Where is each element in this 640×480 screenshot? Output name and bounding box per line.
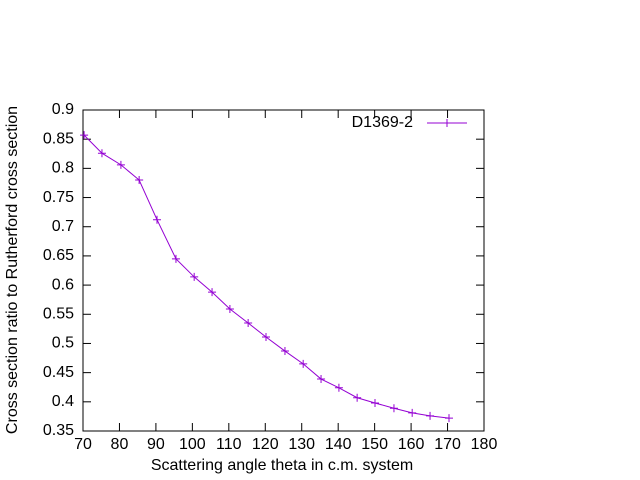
x-tick-label: 70	[74, 436, 92, 453]
x-tick-label: 110	[216, 436, 242, 453]
data-point	[135, 176, 144, 185]
data-point	[445, 414, 454, 423]
data-point	[116, 160, 125, 169]
x-tick-label: 80	[111, 436, 129, 453]
plot-border	[82, 109, 485, 432]
x-tick-label: 130	[288, 436, 315, 453]
data-point	[280, 347, 289, 356]
x-tick-label: 160	[398, 436, 425, 453]
data-point	[426, 411, 435, 420]
y-tick-label: 0.8	[52, 160, 74, 177]
data-point	[190, 272, 199, 281]
data-point	[153, 215, 162, 224]
y-tick-label: 0.75	[43, 189, 74, 206]
x-tick-label: 100	[179, 436, 206, 453]
data-point	[389, 404, 398, 413]
data-point	[171, 254, 180, 263]
x-tick-label: 170	[434, 436, 461, 453]
data-point	[353, 393, 362, 402]
x-tick-label: 140	[325, 436, 352, 453]
data-point	[244, 319, 253, 328]
x-tick-label: 150	[361, 436, 388, 453]
y-axis-label: Cross section ratio to Rutherford cross …	[4, 106, 21, 434]
data-point	[334, 383, 343, 392]
x-tick-label: 90	[147, 436, 165, 453]
y-tick-label: 0.6	[52, 276, 74, 293]
y-tick-label: 0.9	[52, 101, 74, 118]
legend-marker	[443, 119, 451, 127]
data-point	[208, 288, 217, 297]
data-point	[97, 149, 106, 158]
y-tick-label: 0.5	[52, 335, 74, 352]
y-tick-label: 0.85	[43, 130, 74, 147]
y-tick-label: 0.4	[52, 393, 74, 410]
legend-label: D1369-2	[352, 114, 413, 131]
data-point	[225, 305, 234, 314]
y-tick-label: 0.35	[43, 422, 74, 439]
x-tick-label: 120	[252, 436, 279, 453]
data-point	[299, 359, 308, 368]
data-point	[317, 375, 326, 384]
y-tick-label: 0.7	[52, 218, 74, 235]
data-point	[80, 131, 89, 140]
data-point	[371, 398, 380, 407]
y-tick-label: 0.65	[43, 247, 74, 264]
data-point	[262, 333, 271, 342]
data-point	[408, 408, 417, 417]
x-axis-label: Scattering angle theta in c.m. system	[151, 457, 413, 474]
x-tick-label: 180	[471, 436, 498, 453]
y-tick-label: 0.45	[43, 364, 74, 381]
y-tick-label: 0.55	[43, 305, 74, 322]
